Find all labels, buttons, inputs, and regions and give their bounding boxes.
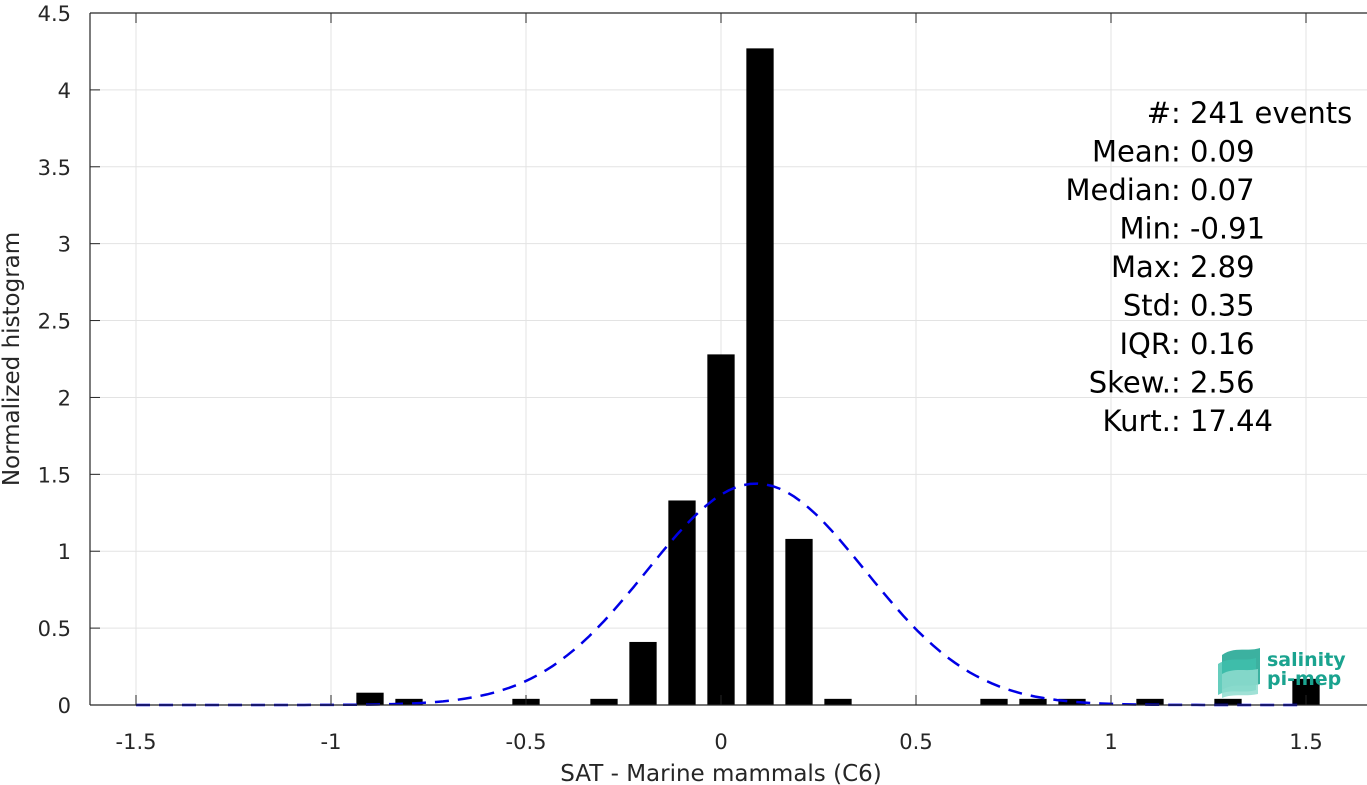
y-tick-label: 1: [58, 540, 71, 564]
stat-value: : 17.44: [1171, 404, 1273, 438]
histogram-bar: [629, 641, 657, 705]
y-tick-label: 0.5: [38, 617, 71, 641]
x-tick-label: -1: [321, 730, 342, 754]
stat-value: : 0.16: [1171, 327, 1255, 361]
histogram-bar: [746, 48, 774, 705]
y-tick-label: 2: [58, 386, 71, 410]
y-tick-label: 3: [58, 233, 71, 257]
stat-label: Kurt.: [1103, 404, 1171, 438]
histogram-bar: [590, 698, 618, 705]
stat-label: #: [1147, 96, 1171, 130]
x-tick-label: 1.5: [1289, 730, 1322, 754]
stat-value: : 2.89: [1171, 250, 1255, 284]
stat-label: Std: [1123, 289, 1171, 323]
x-tick-label: -1.5: [116, 730, 157, 754]
stat-label: IQR: [1119, 327, 1171, 361]
salinity-pi-mep-logo: salinity pi-mep: [1218, 648, 1346, 698]
y-tick-label: 0: [58, 694, 71, 718]
x-tick-label: 0: [714, 730, 727, 754]
x-tick-label: 0.5: [899, 730, 932, 754]
histogram-bar: [1019, 698, 1047, 705]
y-tick-label: 3.5: [38, 156, 71, 180]
axes: [89, 12, 1367, 706]
y-tick-label: 4: [58, 79, 71, 103]
wave-icon: [1218, 648, 1260, 698]
stat-label: Skew.: [1089, 366, 1171, 400]
logo-line2: pi-mep: [1267, 668, 1341, 690]
stat-label: Max: [1111, 250, 1171, 284]
histogram-bar: [1136, 698, 1164, 705]
y-tick-label: 2.5: [38, 310, 71, 334]
stat-value: : 0.35: [1171, 289, 1255, 323]
stat-label: Mean: [1092, 135, 1171, 169]
histogram-bar: [1058, 698, 1086, 705]
stat-value: : 0.09: [1171, 135, 1255, 169]
x-tick-label: 1: [1104, 730, 1117, 754]
logo-line1: salinity: [1267, 649, 1346, 671]
histogram-bar: [707, 354, 735, 705]
stat-value: : -0.91: [1171, 212, 1265, 246]
histogram-bar: [824, 698, 852, 705]
y-tick-label: 1.5: [38, 463, 71, 487]
histogram-bar: [1214, 698, 1242, 705]
histogram-bar: [785, 538, 813, 705]
histogram-bars: [356, 48, 1320, 705]
tick-labels: -1.5 -1 -0.5 0 0.5 1 1.5 0 0.5 1 1.5 2 2.5 3 3.5 4 4.5: [38, 2, 1323, 754]
x-tick-label: -0.5: [506, 730, 547, 754]
histogram-bar: [356, 692, 384, 705]
stat-label: Min: [1120, 212, 1171, 246]
histogram-bar: [980, 698, 1008, 705]
stat-value: : 0.07: [1171, 173, 1255, 207]
y-axis-label: Normalized histogram: [0, 232, 25, 486]
histogram-bar: [395, 698, 423, 705]
y-tick-label: 4.5: [38, 2, 71, 26]
stat-label: Median: [1066, 173, 1171, 207]
x-axis-label: SAT - Marine mammals (C6): [560, 761, 882, 785]
stat-value: : 241 events: [1171, 96, 1352, 130]
stat-value: : 2.56: [1171, 366, 1255, 400]
histogram-bar: [668, 500, 696, 705]
